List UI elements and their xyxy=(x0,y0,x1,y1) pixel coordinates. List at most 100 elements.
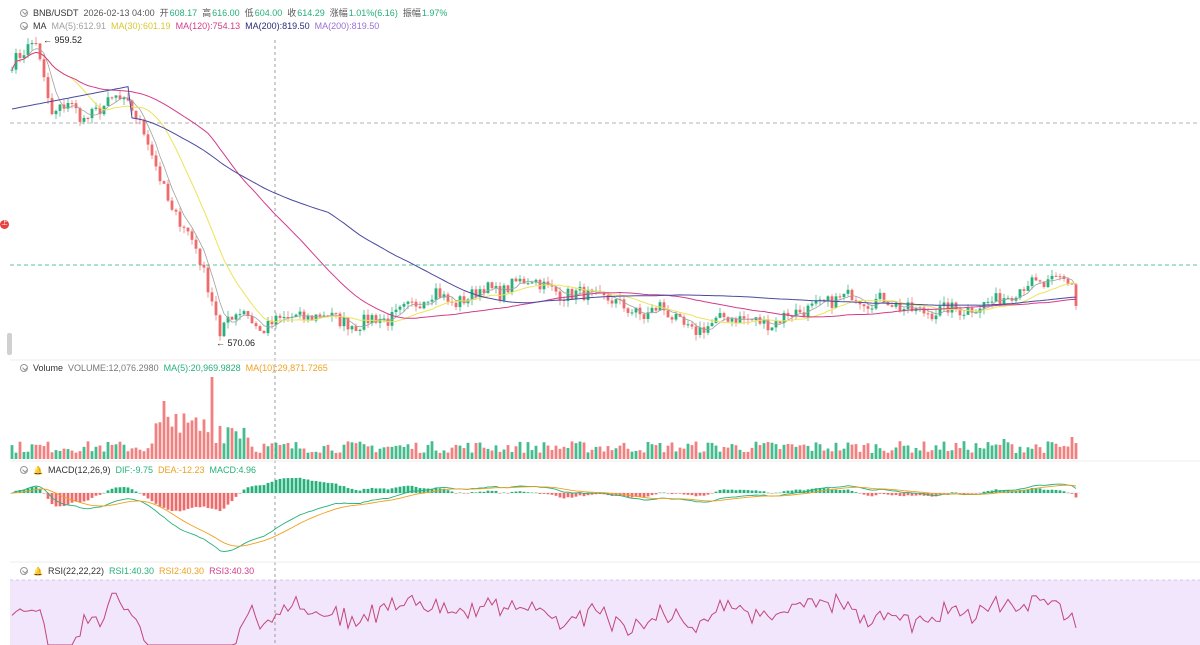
volume-bar xyxy=(286,442,290,459)
volume-bar xyxy=(90,451,94,459)
macd-bar xyxy=(198,493,202,508)
macd-bar xyxy=(474,492,478,493)
macd-bar xyxy=(354,490,358,493)
candle-body xyxy=(582,286,586,301)
candle-body xyxy=(346,317,350,330)
volume-bar xyxy=(458,445,462,459)
candle-body xyxy=(806,305,810,317)
macd-bar xyxy=(366,488,370,493)
macd-bar xyxy=(590,493,594,495)
macd-bar xyxy=(714,491,718,493)
candle-body xyxy=(482,289,486,294)
macd-bar xyxy=(562,493,566,499)
macd-bar xyxy=(318,481,322,493)
candle-body xyxy=(250,316,254,324)
macd-bar xyxy=(214,493,218,510)
macd-bar xyxy=(862,493,866,495)
candle-body xyxy=(318,314,322,317)
macd-bar xyxy=(502,492,506,494)
volume-bar xyxy=(146,448,150,459)
candle-body xyxy=(1038,280,1042,282)
macd-bar xyxy=(482,491,486,493)
volume-bar xyxy=(762,443,766,459)
low-label: 低 xyxy=(244,8,254,18)
macd-bar xyxy=(18,490,22,493)
macd-bar xyxy=(178,493,182,512)
candle-body xyxy=(1010,297,1014,301)
volume-bar xyxy=(98,445,102,459)
rsi-toggle-icon[interactable] xyxy=(20,567,28,575)
macd-bar xyxy=(478,491,482,493)
candle-body xyxy=(826,296,830,302)
volume-bar xyxy=(862,444,866,459)
macd-bar xyxy=(886,493,890,495)
candle-body xyxy=(146,134,150,145)
candle-body xyxy=(406,301,410,304)
candle-body xyxy=(286,317,290,319)
volume-bar xyxy=(886,452,890,459)
candle-body xyxy=(298,311,302,315)
candle-body xyxy=(1034,277,1038,281)
candle-body xyxy=(226,316,230,323)
candle-body xyxy=(538,279,542,290)
macd-bar xyxy=(426,488,430,493)
macd-bar xyxy=(110,488,114,493)
bell-icon[interactable]: 🔔 xyxy=(33,465,43,475)
macd-bar xyxy=(770,493,774,494)
close-label: 收 xyxy=(287,8,297,18)
macd-bar xyxy=(58,493,62,507)
macd-bar xyxy=(222,493,226,509)
candle-body xyxy=(166,183,170,201)
scroll-handle[interactable] xyxy=(7,333,12,355)
volume-bar xyxy=(1050,442,1054,459)
macd-bar xyxy=(786,490,790,493)
volume-bar xyxy=(654,445,658,459)
volume-bar xyxy=(174,414,178,459)
volume-bar xyxy=(866,443,870,459)
ma-legend-item: MA(120):754.13 xyxy=(175,21,241,31)
volume-bar xyxy=(486,448,490,459)
candle-body xyxy=(646,312,650,319)
bell-icon[interactable]: 🔔 xyxy=(33,566,43,576)
volume-bar xyxy=(574,443,578,459)
volume-bar xyxy=(786,443,790,459)
candle-body xyxy=(1014,297,1018,301)
macd-bar xyxy=(22,489,26,493)
volume-bar xyxy=(982,448,986,459)
macd-bar xyxy=(838,489,842,493)
collapse-toggle-icon[interactable] xyxy=(20,8,28,17)
volume-bar xyxy=(570,441,574,459)
volume-toggle-icon[interactable] xyxy=(20,364,28,372)
volume-bar xyxy=(998,444,1002,459)
macd-bar xyxy=(106,490,110,493)
candle-body xyxy=(658,302,662,311)
macd-bar xyxy=(634,493,638,497)
ma-toggle-icon[interactable] xyxy=(20,22,28,30)
volume-bar xyxy=(966,449,970,459)
volume-bar xyxy=(1006,442,1010,459)
candle-body xyxy=(410,301,414,303)
macd-bar xyxy=(966,493,970,494)
macd-bar xyxy=(338,485,342,493)
macd-bar xyxy=(350,488,354,493)
macd-bar xyxy=(910,493,914,496)
rsi-lines xyxy=(11,592,1077,645)
volume-bar xyxy=(542,442,546,459)
volume-bar xyxy=(130,448,134,459)
macd-bar xyxy=(1026,489,1030,493)
macd-bar xyxy=(746,490,750,493)
volume-bar xyxy=(438,452,442,459)
candle-body xyxy=(18,53,22,58)
macd-toggle-icon[interactable] xyxy=(20,466,28,474)
macd-bar xyxy=(38,489,42,493)
volume-bar xyxy=(474,442,478,459)
left-edge-marker[interactable]: 上 xyxy=(0,220,9,229)
macd-bar xyxy=(754,490,758,493)
volume-bar xyxy=(750,447,754,459)
candle-body xyxy=(558,291,562,300)
macd-bar xyxy=(762,491,766,493)
candle-body xyxy=(766,319,770,331)
candle-body xyxy=(510,278,514,293)
candle-body xyxy=(230,316,234,320)
